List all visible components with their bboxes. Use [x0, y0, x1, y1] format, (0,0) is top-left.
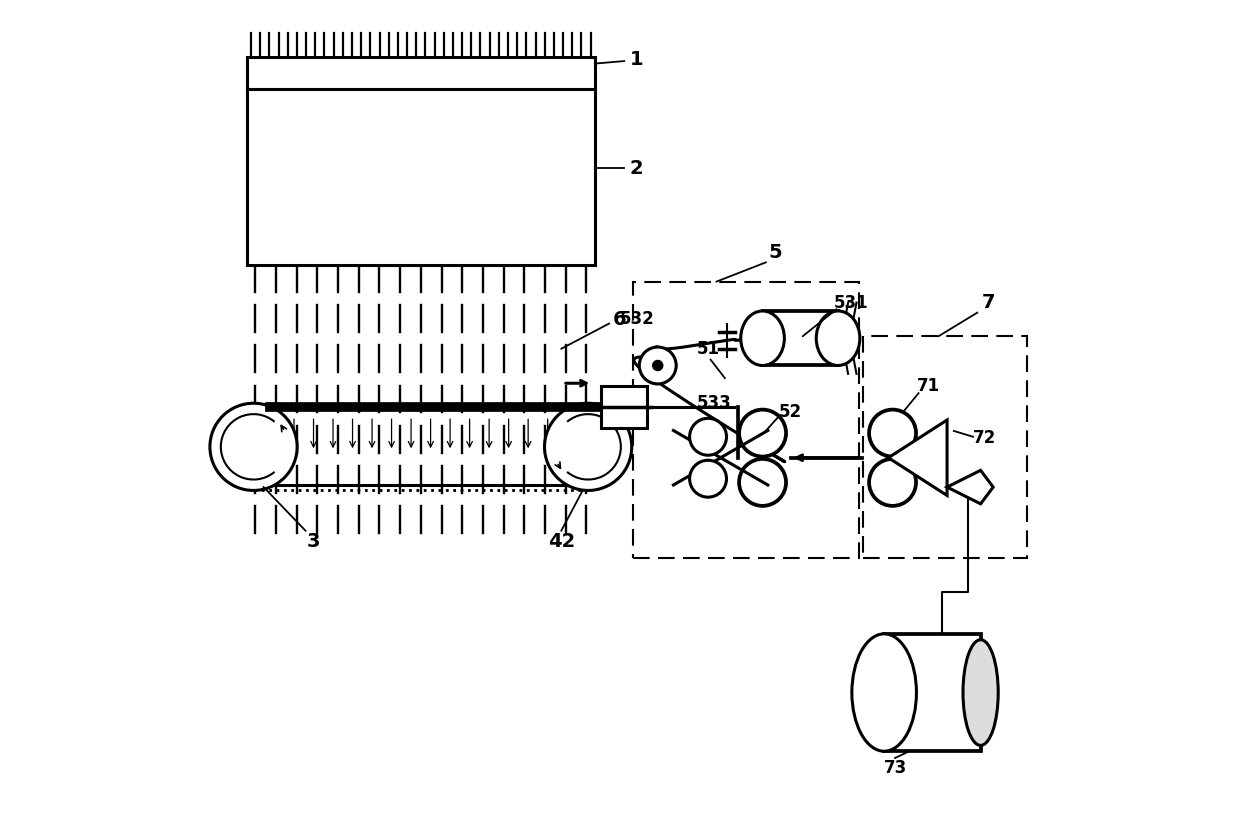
Circle shape: [640, 347, 676, 384]
Text: 72: 72: [973, 429, 997, 448]
Polygon shape: [947, 470, 993, 504]
Circle shape: [652, 360, 662, 370]
Text: 532: 532: [620, 310, 655, 328]
Text: 5: 5: [769, 243, 782, 262]
Text: 73: 73: [883, 759, 906, 777]
Bar: [247, 57, 595, 89]
Circle shape: [689, 460, 727, 497]
Bar: [632, 281, 859, 559]
Circle shape: [869, 410, 916, 457]
Polygon shape: [888, 420, 947, 496]
Circle shape: [210, 403, 298, 491]
Text: 3: 3: [308, 532, 321, 551]
Text: 1: 1: [630, 50, 644, 69]
Bar: [600, 386, 647, 428]
Text: 533: 533: [697, 394, 732, 412]
Ellipse shape: [740, 311, 785, 365]
Ellipse shape: [816, 311, 859, 365]
Bar: [247, 89, 595, 265]
Circle shape: [689, 418, 727, 455]
Circle shape: [739, 459, 786, 506]
Text: 531: 531: [833, 294, 868, 312]
Ellipse shape: [963, 640, 998, 745]
Bar: [863, 336, 1027, 559]
Ellipse shape: [852, 634, 916, 751]
Circle shape: [739, 410, 786, 457]
Text: 42: 42: [548, 532, 575, 551]
Text: 7: 7: [982, 293, 996, 312]
Circle shape: [544, 403, 631, 491]
Bar: [763, 311, 838, 365]
Bar: [884, 634, 981, 751]
Text: 2: 2: [630, 159, 644, 178]
Circle shape: [869, 459, 916, 506]
Text: 71: 71: [918, 377, 940, 396]
Text: 52: 52: [779, 402, 802, 421]
Text: 6: 6: [614, 310, 626, 329]
Text: 51: 51: [697, 339, 719, 358]
